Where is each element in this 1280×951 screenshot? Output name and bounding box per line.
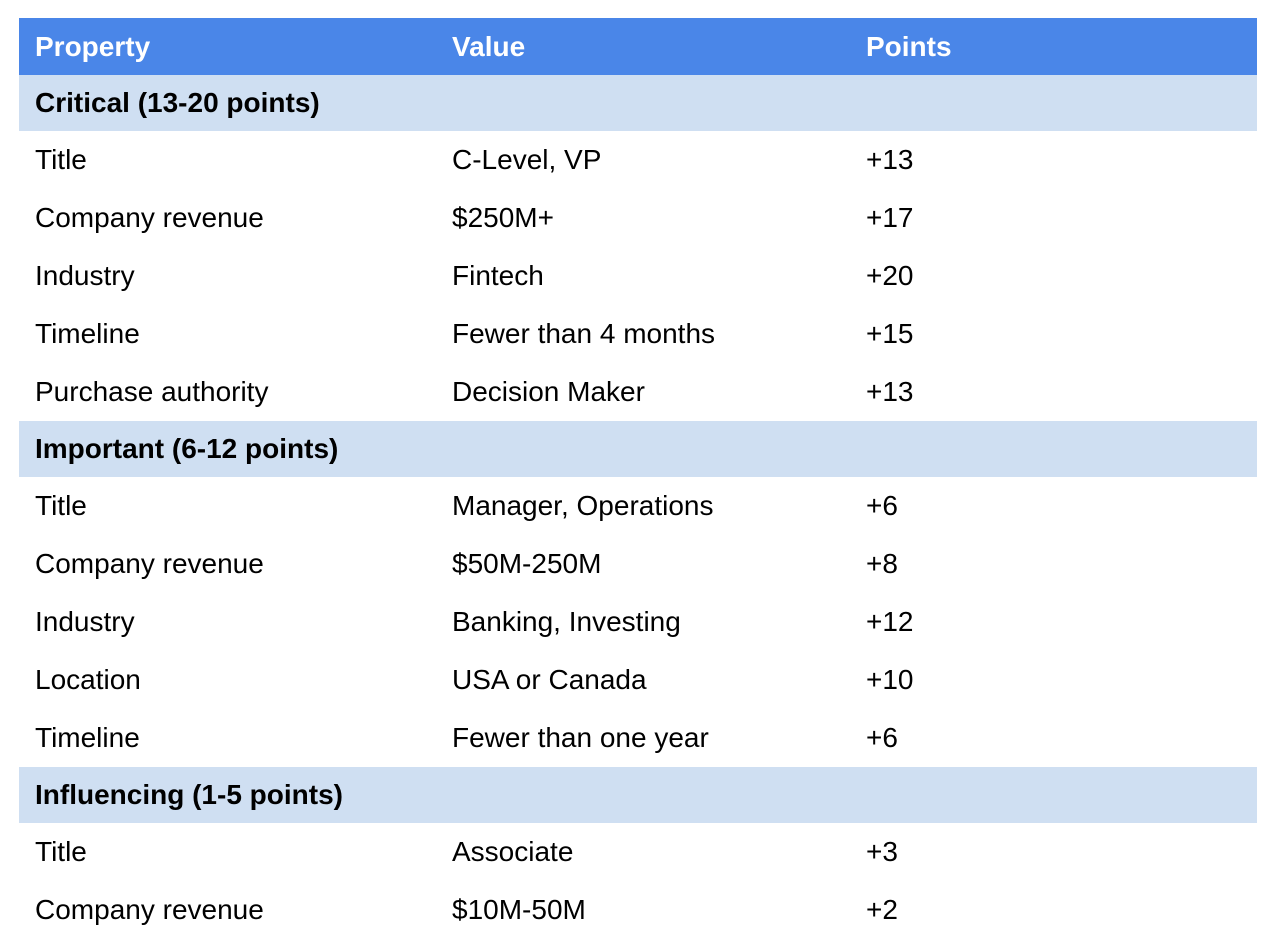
value-cell: USA or Canada bbox=[452, 664, 647, 695]
table-row: Title Associate +3 bbox=[19, 823, 1257, 881]
property-cell: Company revenue bbox=[35, 202, 264, 233]
property-cell: Timeline bbox=[35, 722, 140, 753]
property-cell: Company revenue bbox=[35, 548, 264, 579]
section-title: Critical (13-20 points) bbox=[35, 87, 320, 118]
table-header-row: Property Value Points bbox=[19, 18, 1257, 75]
points-cell: +3 bbox=[866, 836, 898, 867]
points-cell: +20 bbox=[866, 260, 914, 291]
property-cell: Timeline bbox=[35, 318, 140, 349]
property-cell: Title bbox=[35, 836, 87, 867]
points-cell: +15 bbox=[866, 318, 914, 349]
points-cell: +8 bbox=[866, 548, 898, 579]
property-cell: Purchase authority bbox=[35, 376, 269, 407]
value-cell: Decision Maker bbox=[452, 376, 645, 407]
value-cell: Associate bbox=[452, 836, 574, 867]
section-title: Influencing (1-5 points) bbox=[35, 779, 343, 810]
property-cell: Industry bbox=[35, 260, 135, 291]
points-cell: +12 bbox=[866, 606, 914, 637]
table-row: Company revenue $10M-50M +2 bbox=[19, 881, 1257, 939]
section-header-influencing: Influencing (1-5 points) bbox=[19, 767, 1257, 823]
table-row: Title Manager, Operations +6 bbox=[19, 477, 1257, 535]
lead-scoring-table: Property Value Points Critical (13-20 po… bbox=[19, 18, 1257, 939]
points-cell: +13 bbox=[866, 376, 914, 407]
value-cell: C-Level, VP bbox=[452, 144, 602, 175]
property-cell: Title bbox=[35, 144, 87, 175]
value-cell: $250M+ bbox=[452, 202, 554, 233]
value-cell: Fintech bbox=[452, 260, 544, 291]
property-cell: Company revenue bbox=[35, 894, 264, 925]
table-row: Title C-Level, VP +13 bbox=[19, 131, 1257, 189]
points-cell: +17 bbox=[866, 202, 914, 233]
section-title: Important (6-12 points) bbox=[35, 433, 339, 464]
value-cell: $50M-250M bbox=[452, 548, 602, 579]
value-cell: Fewer than 4 months bbox=[452, 318, 716, 349]
property-cell: Location bbox=[35, 664, 141, 695]
section-header-critical: Critical (13-20 points) bbox=[19, 75, 1257, 131]
points-cell: +2 bbox=[866, 894, 898, 925]
points-cell: +10 bbox=[866, 664, 914, 695]
column-header-points: Points bbox=[866, 30, 952, 62]
value-cell: Banking, Investing bbox=[452, 606, 681, 637]
points-cell: +13 bbox=[866, 144, 914, 175]
table-row: Industry Fintech +20 bbox=[19, 247, 1257, 305]
column-header-property: Property bbox=[35, 30, 151, 62]
table-row: Company revenue $250M+ +17 bbox=[19, 189, 1257, 247]
table-row: Location USA or Canada +10 bbox=[19, 651, 1257, 709]
value-cell: $10M-50M bbox=[452, 894, 586, 925]
points-cell: +6 bbox=[866, 722, 898, 753]
points-cell: +6 bbox=[866, 490, 898, 521]
table-row: Company revenue $50M-250M +8 bbox=[19, 535, 1257, 593]
property-cell: Industry bbox=[35, 606, 135, 637]
property-cell: Title bbox=[35, 490, 87, 521]
table-row: Industry Banking, Investing +12 bbox=[19, 593, 1257, 651]
table-row: Purchase authority Decision Maker +13 bbox=[19, 363, 1257, 421]
table-row: Timeline Fewer than 4 months +15 bbox=[19, 305, 1257, 363]
section-header-important: Important (6-12 points) bbox=[19, 421, 1257, 477]
value-cell: Fewer than one year bbox=[452, 722, 709, 753]
table-row: Timeline Fewer than one year +6 bbox=[19, 709, 1257, 767]
column-header-value: Value bbox=[452, 30, 526, 62]
value-cell: Manager, Operations bbox=[452, 490, 714, 521]
